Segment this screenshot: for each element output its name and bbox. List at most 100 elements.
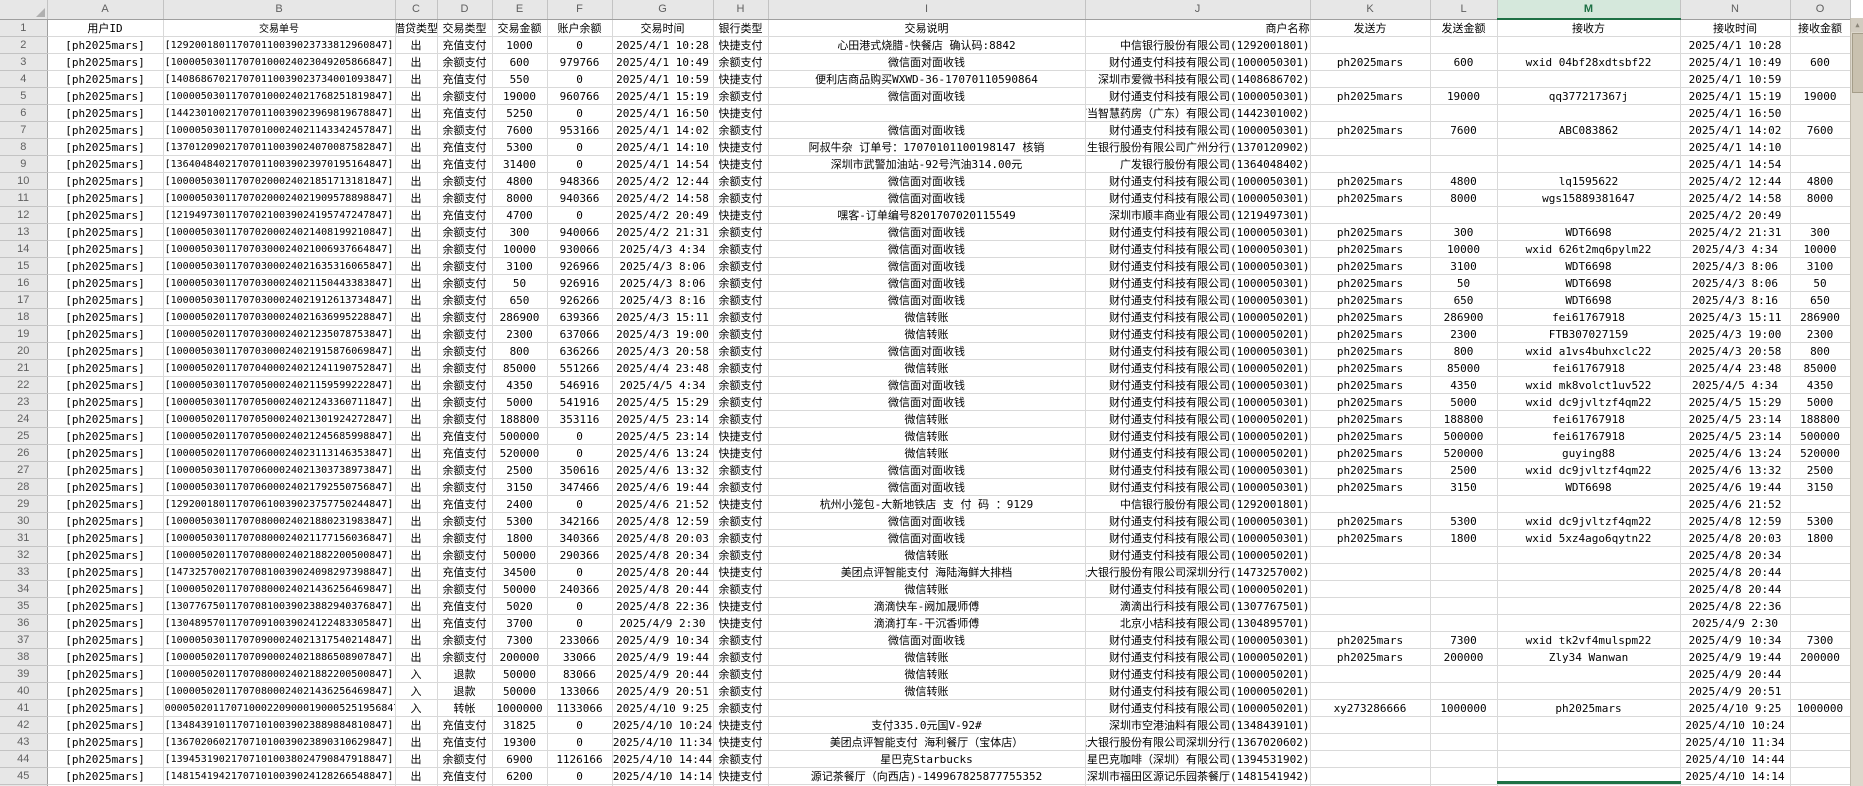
- cell-C25[interactable]: 出: [395, 427, 438, 445]
- cell-K10[interactable]: ph2025mars: [1310, 172, 1431, 190]
- cell-G38[interactable]: 2025/4/9 19:44: [612, 648, 714, 666]
- cell-H8[interactable]: 快捷支付: [713, 138, 769, 156]
- column-header-C[interactable]: C: [395, 0, 438, 20]
- field-header-L[interactable]: 发送金额: [1430, 19, 1498, 37]
- cell-I26[interactable]: 微信转账: [768, 444, 1086, 462]
- field-header-I[interactable]: 交易说明: [768, 19, 1086, 37]
- column-header-D[interactable]: D: [437, 0, 493, 20]
- cell-N5[interactable]: 2025/4/1 15:19: [1680, 87, 1791, 105]
- cell-B18[interactable]: [100005020117070300024021636995228847]: [163, 308, 396, 326]
- cell-B27[interactable]: [100005030117070600024021303738973847]: [163, 461, 396, 479]
- cell-F39[interactable]: 83066: [547, 665, 613, 683]
- cell-D3[interactable]: 余额支付: [437, 53, 493, 71]
- cell-M10[interactable]: lq1595622: [1497, 172, 1681, 190]
- cell-J38[interactable]: 财付通支付科技有限公司(1000050201): [1085, 648, 1311, 666]
- cell-N18[interactable]: 2025/4/3 15:11: [1680, 308, 1791, 326]
- cell-H34[interactable]: 余额支付: [713, 580, 769, 598]
- cell-E14[interactable]: 10000: [492, 240, 548, 258]
- cell-M15[interactable]: WDT6698: [1497, 257, 1681, 275]
- cell-I36[interactable]: 滴滴打车-干沉香师傅: [768, 614, 1086, 632]
- row-number[interactable]: 35: [0, 597, 48, 615]
- cell-D12[interactable]: 充值支付: [437, 206, 493, 224]
- cell-J26[interactable]: 财付通支付科技有限公司(1000050201): [1085, 444, 1311, 462]
- cell-D19[interactable]: 余额支付: [437, 325, 493, 343]
- cell-M4[interactable]: [1497, 70, 1681, 88]
- cell-H30[interactable]: 余额支付: [713, 512, 769, 530]
- cell-E38[interactable]: 200000: [492, 648, 548, 666]
- cell-A26[interactable]: [ph2025mars]: [47, 444, 164, 462]
- cell-B39[interactable]: [100005020117070800024021882200500847]: [163, 665, 396, 683]
- row-number[interactable]: 38: [0, 648, 48, 666]
- cell-C21[interactable]: 出: [395, 359, 438, 377]
- cell-K36[interactable]: [1310, 614, 1431, 632]
- row-number[interactable]: 39: [0, 665, 48, 683]
- cell-C23[interactable]: 出: [395, 393, 438, 411]
- cell-B33[interactable]: [147325700217070810039024098297398847]: [163, 563, 396, 581]
- cell-O42[interactable]: [1790, 716, 1851, 734]
- cell-K2[interactable]: [1310, 36, 1431, 54]
- row-number[interactable]: 22: [0, 376, 48, 394]
- cell-J35[interactable]: 滴滴出行科技有限公司(1307767501): [1085, 597, 1311, 615]
- cell-F32[interactable]: 290366: [547, 546, 613, 564]
- cell-O8[interactable]: [1790, 138, 1851, 156]
- cell-F3[interactable]: 979766: [547, 53, 613, 71]
- cell-K46[interactable]: ph2025mars: [1310, 784, 1431, 786]
- cell-H28[interactable]: 余额支付: [713, 478, 769, 496]
- row-number[interactable]: 37: [0, 631, 48, 649]
- cell-B15[interactable]: [100005030117070300024021635316065847]: [163, 257, 396, 275]
- cell-L16[interactable]: 50: [1430, 274, 1498, 292]
- cell-G34[interactable]: 2025/4/8 20:44: [612, 580, 714, 598]
- cell-C24[interactable]: 出: [395, 410, 438, 428]
- cell-L26[interactable]: 520000: [1430, 444, 1498, 462]
- field-header-C[interactable]: 借贷类型: [395, 19, 438, 37]
- cell-J44[interactable]: 星巴克咖啡（深圳）有限公司(1394531902): [1085, 750, 1311, 768]
- row-number[interactable]: 18: [0, 308, 48, 326]
- cell-N32[interactable]: 2025/4/8 20:34: [1680, 546, 1791, 564]
- cell-M27[interactable]: wxid dc9jvltzf4qm22: [1497, 461, 1681, 479]
- cell-K44[interactable]: [1310, 750, 1431, 768]
- cell-M19[interactable]: FTB307027159: [1497, 325, 1681, 343]
- cell-N3[interactable]: 2025/4/1 10:49: [1680, 53, 1791, 71]
- cell-A43[interactable]: [ph2025mars]: [47, 733, 164, 751]
- cell-N19[interactable]: 2025/4/3 19:00: [1680, 325, 1791, 343]
- cell-J19[interactable]: 财付通支付科技有限公司(1000050201): [1085, 325, 1311, 343]
- cell-H38[interactable]: 余额支付: [713, 648, 769, 666]
- cell-E26[interactable]: 520000: [492, 444, 548, 462]
- cell-K15[interactable]: ph2025mars: [1310, 257, 1431, 275]
- cell-L39[interactable]: [1430, 665, 1498, 683]
- row-number[interactable]: 45: [0, 767, 48, 785]
- cell-J41[interactable]: 财付通支付科技有限公司(1000050201): [1085, 699, 1311, 717]
- cell-J32[interactable]: 财付通支付科技有限公司(1000050201): [1085, 546, 1311, 564]
- cell-B21[interactable]: [100005020117070400024021241190752847]: [163, 359, 396, 377]
- cell-I20[interactable]: 微信面对面收钱: [768, 342, 1086, 360]
- cell-H3[interactable]: 余额支付: [713, 53, 769, 71]
- cell-F25[interactable]: 0: [547, 427, 613, 445]
- cell-E37[interactable]: 7300: [492, 631, 548, 649]
- cell-I39[interactable]: 微信转账: [768, 665, 1086, 683]
- cell-I45[interactable]: 源记茶餐厅（向西店)-149967825877755352: [768, 767, 1086, 785]
- cell-L38[interactable]: 200000: [1430, 648, 1498, 666]
- cell-H31[interactable]: 余额支付: [713, 529, 769, 547]
- cell-O29[interactable]: [1790, 495, 1851, 513]
- row-number[interactable]: 13: [0, 223, 48, 241]
- cell-K19[interactable]: ph2025mars: [1310, 325, 1431, 343]
- cell-M13[interactable]: WDT6698: [1497, 223, 1681, 241]
- cell-J21[interactable]: 财付通支付科技有限公司(1000050201): [1085, 359, 1311, 377]
- cell-K24[interactable]: ph2025mars: [1310, 410, 1431, 428]
- cell-F46[interactable]: 1116166: [547, 784, 613, 786]
- cell-C13[interactable]: 出: [395, 223, 438, 241]
- cell-A2[interactable]: [ph2025mars]: [47, 36, 164, 54]
- cell-F4[interactable]: 0: [547, 70, 613, 88]
- cell-J3[interactable]: 财付通支付科技有限公司(1000050301): [1085, 53, 1311, 71]
- cell-L44[interactable]: [1430, 750, 1498, 768]
- cell-A34[interactable]: [ph2025mars]: [47, 580, 164, 598]
- cell-N9[interactable]: 2025/4/1 14:54: [1680, 155, 1791, 173]
- cell-B16[interactable]: [100005030117070300024021150443383847]: [163, 274, 396, 292]
- cell-A30[interactable]: [ph2025mars]: [47, 512, 164, 530]
- cell-E10[interactable]: 4800: [492, 172, 548, 190]
- cell-H27[interactable]: 余额支付: [713, 461, 769, 479]
- cell-L9[interactable]: [1430, 155, 1498, 173]
- row-number[interactable]: 31: [0, 529, 48, 547]
- cell-M9[interactable]: [1497, 155, 1681, 173]
- cell-E29[interactable]: 2400: [492, 495, 548, 513]
